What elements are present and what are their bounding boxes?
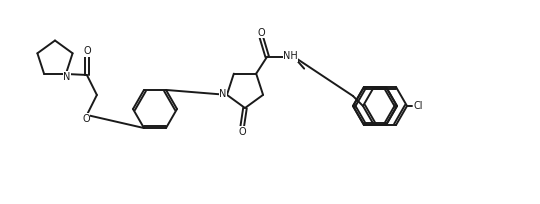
Text: O: O [82, 114, 90, 124]
Text: O: O [238, 127, 246, 137]
Text: NH: NH [283, 51, 298, 61]
Text: N: N [63, 72, 71, 82]
Text: O: O [258, 28, 265, 38]
Text: O: O [83, 46, 91, 56]
Text: Cl: Cl [414, 101, 423, 111]
Text: N: N [219, 89, 226, 99]
